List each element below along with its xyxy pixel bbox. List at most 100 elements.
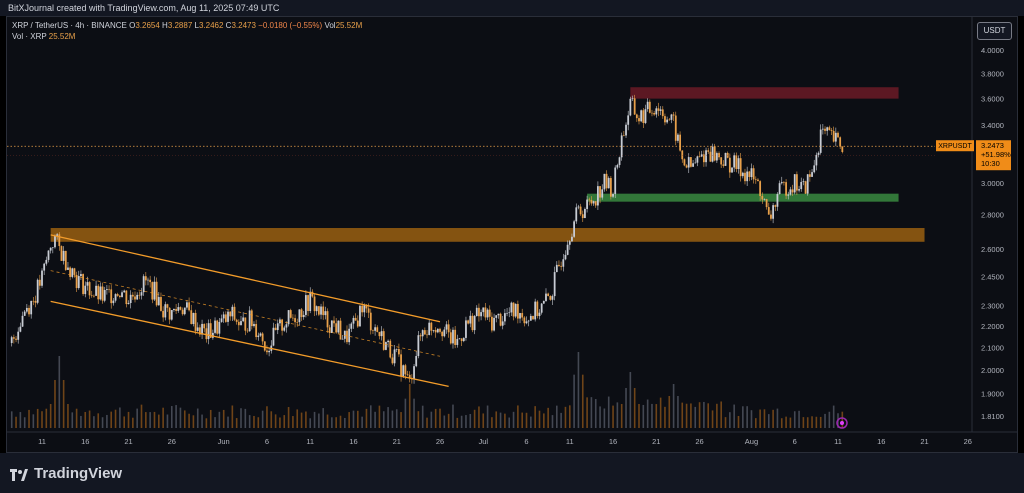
volume-bar bbox=[577, 352, 580, 428]
volume-bar bbox=[841, 411, 844, 428]
candle-body bbox=[778, 183, 781, 195]
volume-bar bbox=[543, 413, 545, 428]
candle-body bbox=[538, 312, 541, 317]
candle-body bbox=[179, 307, 182, 310]
candle-body bbox=[696, 156, 699, 163]
candle-body bbox=[15, 338, 17, 340]
volume-bar bbox=[672, 384, 675, 428]
candle-body bbox=[806, 174, 809, 194]
candle-body bbox=[465, 320, 467, 338]
volume-bar bbox=[253, 415, 255, 428]
candle-body bbox=[804, 181, 807, 194]
candle-body bbox=[341, 338, 344, 340]
candle-body bbox=[255, 323, 258, 338]
candle-body bbox=[813, 165, 816, 173]
volume-bar bbox=[318, 413, 320, 428]
price-tick-label: 1.9000 bbox=[981, 390, 1004, 399]
candle-body bbox=[170, 310, 173, 320]
candle-body bbox=[690, 157, 692, 167]
candle-body bbox=[155, 281, 158, 306]
volume-bar bbox=[179, 407, 182, 428]
candle-body bbox=[385, 342, 387, 350]
volume-bar bbox=[10, 411, 13, 428]
candle-body bbox=[540, 303, 543, 313]
candle-body bbox=[380, 331, 383, 337]
candle-body bbox=[547, 293, 550, 297]
candle-body bbox=[274, 327, 277, 331]
volume-bar bbox=[101, 417, 104, 428]
candle-body bbox=[378, 331, 381, 337]
candle-body bbox=[389, 340, 392, 358]
volume-bar bbox=[404, 398, 407, 428]
candle-body bbox=[335, 323, 338, 333]
candle-body bbox=[62, 250, 65, 261]
candle-body bbox=[601, 189, 604, 198]
candle-body bbox=[294, 318, 296, 323]
candle-body bbox=[218, 321, 221, 334]
candle-body bbox=[317, 306, 320, 315]
candle-body bbox=[95, 285, 97, 296]
candle-body bbox=[330, 320, 333, 333]
volume-bar bbox=[192, 415, 195, 428]
time-tick-label: 11 bbox=[566, 437, 574, 446]
candle-body bbox=[460, 338, 463, 342]
candle-body bbox=[800, 181, 803, 190]
candle-body bbox=[577, 206, 580, 208]
volume-bar bbox=[71, 412, 74, 428]
candle-body bbox=[495, 315, 498, 318]
candle-body bbox=[166, 304, 169, 308]
candle-body bbox=[609, 178, 612, 197]
symbol-name[interactable]: XRP / TetherUS · 4h · BINANCE bbox=[12, 21, 127, 30]
candle-body bbox=[324, 311, 327, 316]
volume-bar bbox=[145, 412, 147, 428]
volume-bar bbox=[681, 402, 684, 428]
candle-body bbox=[88, 282, 91, 296]
candle-body bbox=[523, 317, 526, 324]
volume-bar bbox=[227, 416, 229, 428]
volume-bar bbox=[612, 405, 614, 428]
volume-bar bbox=[685, 403, 688, 428]
candle-body bbox=[573, 221, 576, 237]
volume-bar bbox=[257, 417, 260, 428]
last-price-value: 3.2473 bbox=[981, 141, 1004, 150]
volume-bar bbox=[538, 410, 541, 428]
candle-body bbox=[677, 134, 679, 141]
candle-body bbox=[393, 349, 396, 364]
candle-body bbox=[283, 327, 286, 331]
candle-body bbox=[478, 307, 480, 317]
candle-body bbox=[808, 174, 811, 177]
volume-bar bbox=[832, 405, 835, 428]
candle-body bbox=[421, 330, 424, 337]
volume-bar bbox=[690, 403, 692, 428]
candle-body bbox=[192, 312, 195, 325]
volume-bar bbox=[638, 404, 640, 428]
candle-body bbox=[224, 314, 227, 322]
volume-bar bbox=[88, 410, 91, 428]
candle-body bbox=[707, 150, 710, 152]
volume-bar bbox=[279, 417, 281, 428]
candle-body bbox=[80, 274, 82, 277]
candle-body bbox=[138, 294, 141, 296]
candle-body bbox=[802, 181, 805, 182]
candle-body bbox=[575, 207, 578, 222]
candle-body bbox=[118, 295, 121, 297]
time-tick-label: 26 bbox=[168, 437, 176, 446]
volume-bar bbox=[240, 408, 242, 428]
price-tick-label: 1.8100 bbox=[981, 412, 1004, 421]
candle-body bbox=[17, 331, 20, 340]
volume-indicator-name[interactable]: Vol · XRP bbox=[12, 32, 47, 41]
candle-body bbox=[640, 110, 643, 122]
currency-button[interactable]: USDT bbox=[977, 22, 1012, 40]
candle-body bbox=[521, 313, 524, 318]
volume-bar bbox=[530, 416, 532, 428]
candle-body bbox=[307, 295, 309, 311]
volume-bar bbox=[395, 409, 398, 428]
candle-body bbox=[157, 297, 160, 306]
volume-bar bbox=[45, 408, 48, 428]
candle-body bbox=[348, 328, 351, 343]
volume-bar bbox=[616, 402, 619, 428]
volume-bar bbox=[127, 411, 130, 428]
candle-body bbox=[361, 305, 364, 313]
time-tick-label: Aug bbox=[745, 437, 758, 446]
candle-body bbox=[116, 294, 119, 296]
